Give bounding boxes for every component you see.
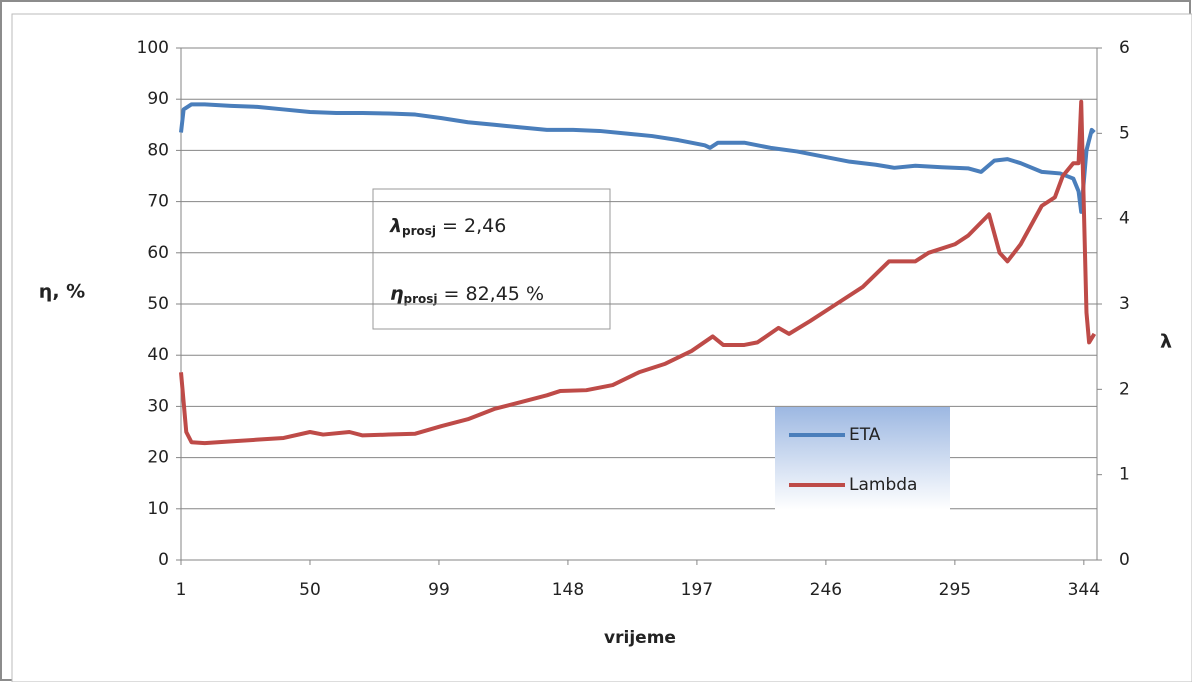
y-tick-label: 0: [158, 550, 169, 570]
y-tick-label: 40: [147, 345, 169, 365]
annotation: λprosj = 2,46: [389, 215, 506, 238]
x-tick-label: 246: [810, 580, 842, 600]
y2-tick-label: 4: [1119, 209, 1130, 229]
y-tick-label: 60: [147, 243, 169, 263]
line-series: [179, 102, 1096, 214]
legend-box: [775, 407, 950, 510]
y2-tick-label: 3: [1119, 294, 1130, 314]
x-axis-label: vrijeme: [604, 628, 676, 648]
line-series: [179, 99, 1097, 446]
y2-tick-label: 1: [1119, 465, 1130, 485]
chart-area: [11, 13, 1192, 682]
y2-tick-label: 2: [1119, 379, 1130, 399]
y-tick-label: 50: [147, 294, 169, 314]
y-tick-label: 90: [147, 89, 169, 109]
y-tick-label: 80: [147, 140, 169, 160]
y-axis-label: η, %: [39, 281, 85, 303]
x-tick-label: 197: [681, 580, 713, 600]
x-tick-label: 295: [939, 580, 971, 600]
y-tick-label: 30: [147, 396, 169, 416]
annotation-box: λprosj = 2,46 ηprosj = 82,45 %: [372, 188, 611, 330]
legend-label: ETA: [849, 425, 881, 445]
x-tick-label: 344: [1068, 580, 1100, 600]
legend-label: Lambda: [849, 475, 917, 495]
x-tick-label: 99: [428, 580, 450, 600]
y-tick-label: 70: [147, 192, 169, 212]
y2-axis-label: λ: [1160, 331, 1172, 353]
x-tick-label: 50: [299, 580, 321, 600]
y2-tick-label: 6: [1119, 38, 1130, 58]
y2-tick-label: 5: [1119, 123, 1130, 143]
y2-tick-label: 0: [1119, 550, 1130, 570]
x-tick-label: 1: [176, 580, 187, 600]
annotation: ηprosj = 82,45 %: [390, 283, 544, 306]
x-tick-label: 148: [552, 580, 584, 600]
y-tick-label: 10: [147, 499, 169, 519]
y-tick-label: 100: [137, 38, 169, 58]
y-tick-label: 20: [147, 448, 169, 468]
